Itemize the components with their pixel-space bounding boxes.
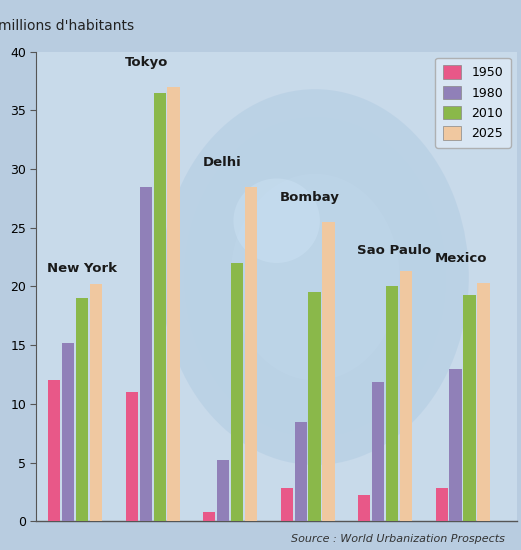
Bar xyxy=(308,293,321,521)
Text: Bombay: Bombay xyxy=(280,191,340,204)
Text: Source : World Urbanization Prospects: Source : World Urbanization Prospects xyxy=(291,535,505,544)
Bar xyxy=(76,298,89,521)
Legend: 1950, 1980, 2010, 2025: 1950, 1980, 2010, 2025 xyxy=(435,58,511,147)
Bar xyxy=(154,93,166,521)
Bar xyxy=(322,222,334,521)
Bar xyxy=(477,283,490,521)
Bar xyxy=(126,392,138,521)
Text: Delhi: Delhi xyxy=(202,156,241,169)
Text: Sao Paulo: Sao Paulo xyxy=(357,244,431,257)
Ellipse shape xyxy=(162,89,469,465)
Bar xyxy=(450,368,462,521)
Bar xyxy=(358,496,370,521)
Bar xyxy=(436,488,448,521)
Bar xyxy=(217,460,229,521)
Ellipse shape xyxy=(230,174,400,381)
Text: Tokyo: Tokyo xyxy=(125,56,168,69)
Text: millions d'habitants: millions d'habitants xyxy=(0,19,134,33)
Bar xyxy=(140,186,152,521)
Bar xyxy=(90,284,102,521)
Bar xyxy=(48,381,60,521)
Bar xyxy=(464,295,476,521)
Text: New York: New York xyxy=(47,262,117,275)
Bar xyxy=(167,87,180,521)
Bar xyxy=(203,512,215,521)
Bar xyxy=(294,421,307,521)
Bar xyxy=(386,287,398,521)
Ellipse shape xyxy=(233,178,320,263)
Bar xyxy=(245,186,257,521)
Text: Mexico: Mexico xyxy=(435,252,487,265)
Bar xyxy=(62,343,75,521)
Bar xyxy=(400,271,412,521)
Bar xyxy=(372,382,384,521)
Ellipse shape xyxy=(184,117,446,437)
Bar xyxy=(231,263,243,521)
Bar xyxy=(281,488,293,521)
